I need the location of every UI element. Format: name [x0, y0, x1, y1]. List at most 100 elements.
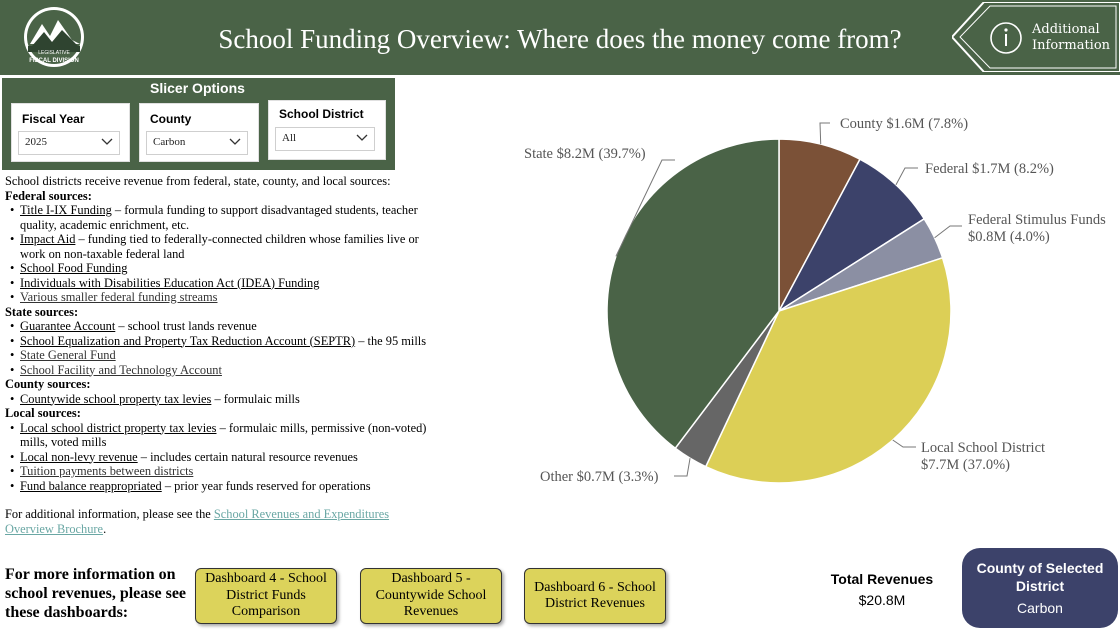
county-label: County [150, 112, 192, 126]
state-desc-0: – school trust lands revenue [115, 319, 257, 333]
local-list: Local school district property tax levie… [5, 421, 435, 494]
more-info-text: For more information on school revenues,… [5, 566, 187, 621]
local-link-2[interactable]: Tuition payments between districts [20, 464, 194, 478]
additional-line2: Information [1032, 38, 1111, 53]
local-link-0[interactable]: Local school district property tax levie… [20, 420, 217, 435]
logo-text-top: LEGISLATIVE [38, 50, 70, 56]
county-list: Countywide school property tax levies – … [5, 392, 435, 407]
federal-link-3[interactable]: Individuals with Disabilities Education … [20, 275, 320, 290]
revenue-sources-text: School districts receive revenue from fe… [5, 174, 435, 536]
list-item: Title I-IX Funding – formula funding to … [10, 203, 435, 232]
county-desc-0: – formulaic mills [211, 391, 300, 406]
additional-information-label[interactable]: Additional Information [1032, 22, 1110, 54]
data-label: Federal Stimulus Funds [968, 212, 1106, 228]
brochure-link[interactable]: School Revenues and Expenditures Overvie… [5, 507, 390, 536]
additional-suffix: . [103, 521, 107, 536]
federal-link-2[interactable]: School Food Funding [20, 261, 128, 275]
state-desc-1: – the 95 mills [355, 333, 427, 348]
leader-line [615, 159, 675, 257]
chevron-down-icon [101, 138, 113, 145]
federal-list: Title I-IX Funding – formula funding to … [5, 203, 435, 305]
fiscal-year-slicer: Fiscal Year 2025 [11, 103, 130, 162]
additional-info-text: For additional information, please see t… [5, 507, 435, 536]
state-heading: State sources: [5, 304, 79, 319]
logo-text-bottom: FISCAL DIVISION [29, 58, 79, 64]
list-item: Various smaller federal funding streams [10, 290, 435, 305]
county-slicer: County Carbon [139, 103, 259, 162]
total-revenues-value: $20.8M [858, 592, 906, 608]
leader-line [892, 439, 916, 448]
federal-desc-1: – funding tied to federally-connected ch… [20, 232, 419, 261]
state-link-1[interactable]: School Equalization and Property Tax Red… [20, 333, 356, 348]
school-district-slicer: School District All [268, 100, 386, 160]
list-item: Fund balance reappropriated – prior year… [10, 478, 435, 494]
list-item: Individuals with Disabilities Education … [10, 275, 435, 291]
state-link-3[interactable]: School Facility and Technology Account [20, 362, 222, 377]
state-link-2[interactable]: State General Fund [20, 348, 116, 362]
header-bar [0, 0, 1120, 75]
fiscal-year-label: Fiscal Year [22, 112, 85, 126]
data-label: Federal $1.7M (8.2%) [925, 161, 1054, 177]
county-heading: County sources: [5, 377, 91, 391]
additional-prefix: For additional information, please see t… [5, 507, 214, 521]
dashboard-6-button[interactable]: Dashboard 6 - School District Revenues [524, 568, 666, 624]
total-revenues-label: Total Revenues [830, 571, 934, 587]
data-label-value: $0.8M (4.0%) [968, 229, 1050, 245]
county-link-0[interactable]: Countywide school property tax levies [20, 391, 212, 406]
leader-line [895, 167, 918, 186]
list-item: Local school district property tax levie… [10, 420, 435, 450]
list-item: Local non-levy revenue – includes certai… [10, 449, 435, 465]
local-heading: Local sources: [5, 406, 81, 420]
list-item: Guarantee Account – school trust lands r… [10, 319, 435, 334]
county-card-value: Carbon [1017, 600, 1063, 616]
list-item: Countywide school property tax levies – … [10, 391, 435, 407]
local-link-1[interactable]: Local non-levy revenue [20, 449, 138, 464]
local-desc-0: – formulaic mills, permissive (non-voted… [20, 420, 427, 450]
federal-desc-0: – formula funding to support disadvantag… [20, 203, 418, 232]
info-icon [990, 22, 1022, 54]
intro-text: School districts receive revenue from fe… [5, 174, 391, 188]
data-label: Local School District [921, 440, 1045, 456]
revenue-pie-chart: County $1.6M (7.8%) Federal $1.7M (8.2%) F… [524, 116, 1106, 485]
local-link-3[interactable]: Fund balance reappropriated [20, 478, 162, 493]
list-item: State General Fund [10, 348, 435, 363]
state-list: Guarantee Account – school trust lands r… [5, 319, 435, 377]
school-district-value: All [282, 132, 297, 144]
federal-heading: Federal sources: [5, 188, 92, 203]
county-card-title: County of Selected District [976, 560, 1104, 594]
local-desc-3: – prior year funds reserved for operatio… [161, 478, 371, 493]
data-label: State $8.2M (39.7%) [524, 146, 646, 162]
dashboard-5-button[interactable]: Dashboard 5 - Countywide School Revenues [360, 568, 502, 624]
pie-slice-local-school-district[interactable] [704, 256, 952, 484]
list-item: Impact Aid – funding tied to federally-c… [10, 232, 435, 261]
fiscal-year-dropdown[interactable]: 2025 [18, 131, 120, 155]
federal-link-4[interactable]: Various smaller federal funding streams [20, 290, 218, 304]
data-label: Other $0.7M (3.3%) [540, 469, 659, 485]
list-item: Tuition payments between districts [10, 464, 435, 479]
county-of-selected-district-card: County of Selected District Carbon [962, 548, 1118, 628]
pie-slice-federal[interactable] [776, 158, 926, 314]
slicer-title: Slicer Options [150, 80, 245, 96]
legislative-fiscal-division-logo: LEGISLATIVE FISCAL DIVISION [24, 7, 84, 67]
chevron-down-icon [356, 134, 368, 141]
data-label-value: $7.7M (37.0%) [921, 457, 1010, 473]
leader-line [674, 458, 691, 477]
additional-line1: Additional [1032, 22, 1100, 37]
additional-information-button[interactable] [952, 2, 1120, 72]
page-title: School Funding Overview: Where does the … [218, 24, 902, 54]
county-dropdown[interactable]: Carbon [146, 131, 248, 155]
school-district-dropdown[interactable]: All [275, 127, 375, 151]
data-label: County $1.6M (7.8%) [840, 116, 968, 132]
county-value: Carbon [153, 136, 186, 148]
list-item: School Equalization and Property Tax Red… [10, 333, 435, 349]
state-link-0[interactable]: Guarantee Account [20, 319, 116, 333]
federal-link-1[interactable]: Impact Aid [20, 232, 76, 246]
fiscal-year-value: 2025 [25, 136, 47, 148]
list-item: School Facility and Technology Account [10, 362, 435, 378]
dashboard-4-button[interactable]: Dashboard 4 - School District Funds Comp… [195, 568, 337, 624]
federal-link-0[interactable]: Title I-IX Funding [20, 203, 112, 217]
pie-slice-state[interactable] [606, 138, 780, 450]
leader-line [934, 225, 962, 239]
chevron-down-icon [229, 138, 241, 145]
leader-line [819, 122, 830, 145]
